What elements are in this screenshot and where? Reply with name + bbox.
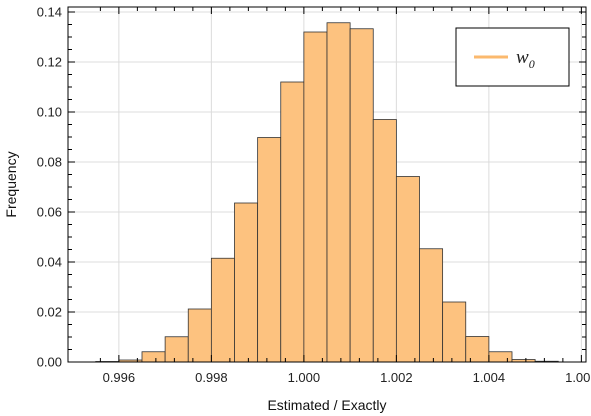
histogram-bar xyxy=(303,31,328,363)
legend-label: w0 xyxy=(516,47,535,71)
y-tick-label: 0.14 xyxy=(37,5,62,20)
y-tick-label: 0.04 xyxy=(37,255,62,270)
legend: w0 xyxy=(455,27,570,87)
histogram-bar xyxy=(395,176,420,363)
plot-frame xyxy=(67,6,587,363)
y-axis-title: Frequency xyxy=(3,151,19,217)
histogram-bar xyxy=(187,308,212,363)
y-tick-label: 0.02 xyxy=(37,305,62,320)
y-tick-label: 0.10 xyxy=(37,105,62,120)
histogram-bar xyxy=(234,202,259,363)
histogram-bar xyxy=(488,351,513,363)
y-tick-label: 0.08 xyxy=(37,155,62,170)
x-tick-label: 0.996 xyxy=(103,370,136,385)
x-tick-label: 1.002 xyxy=(380,370,413,385)
axis-ticks xyxy=(68,7,586,363)
x-tick-label: 0.998 xyxy=(195,370,228,385)
histogram-bar xyxy=(419,248,444,363)
histogram-bar xyxy=(326,22,351,363)
histogram-bar xyxy=(372,119,397,363)
legend-box xyxy=(455,27,570,87)
x-axis-title: Estimated / Exactly xyxy=(267,397,386,413)
y-tick-label: 0.06 xyxy=(37,205,62,220)
legend-label-subscript: 0 xyxy=(529,57,535,71)
x-tick-label: 1.004 xyxy=(473,370,506,385)
histogram-bar xyxy=(465,336,490,363)
x-tick-label: 1.006 xyxy=(565,370,591,385)
histogram-bar xyxy=(141,351,166,363)
histogram-bar xyxy=(349,28,374,363)
y-tick-label: 0.12 xyxy=(37,55,62,70)
x-tick-label: 1.000 xyxy=(288,370,321,385)
histogram-bar xyxy=(280,81,305,363)
histogram-bar xyxy=(257,137,282,363)
histogram-bar xyxy=(210,257,235,363)
histogram-bars xyxy=(95,22,559,363)
tick-labels: 0.996 0.998 1.000 1.002 1.004 1.006 0.00 0.02 0.… xyxy=(37,5,591,386)
histogram-bar xyxy=(442,301,467,363)
histogram-bar xyxy=(164,336,189,363)
y-tick-label: 0.00 xyxy=(37,355,62,370)
legend-label-main: w xyxy=(516,47,529,68)
